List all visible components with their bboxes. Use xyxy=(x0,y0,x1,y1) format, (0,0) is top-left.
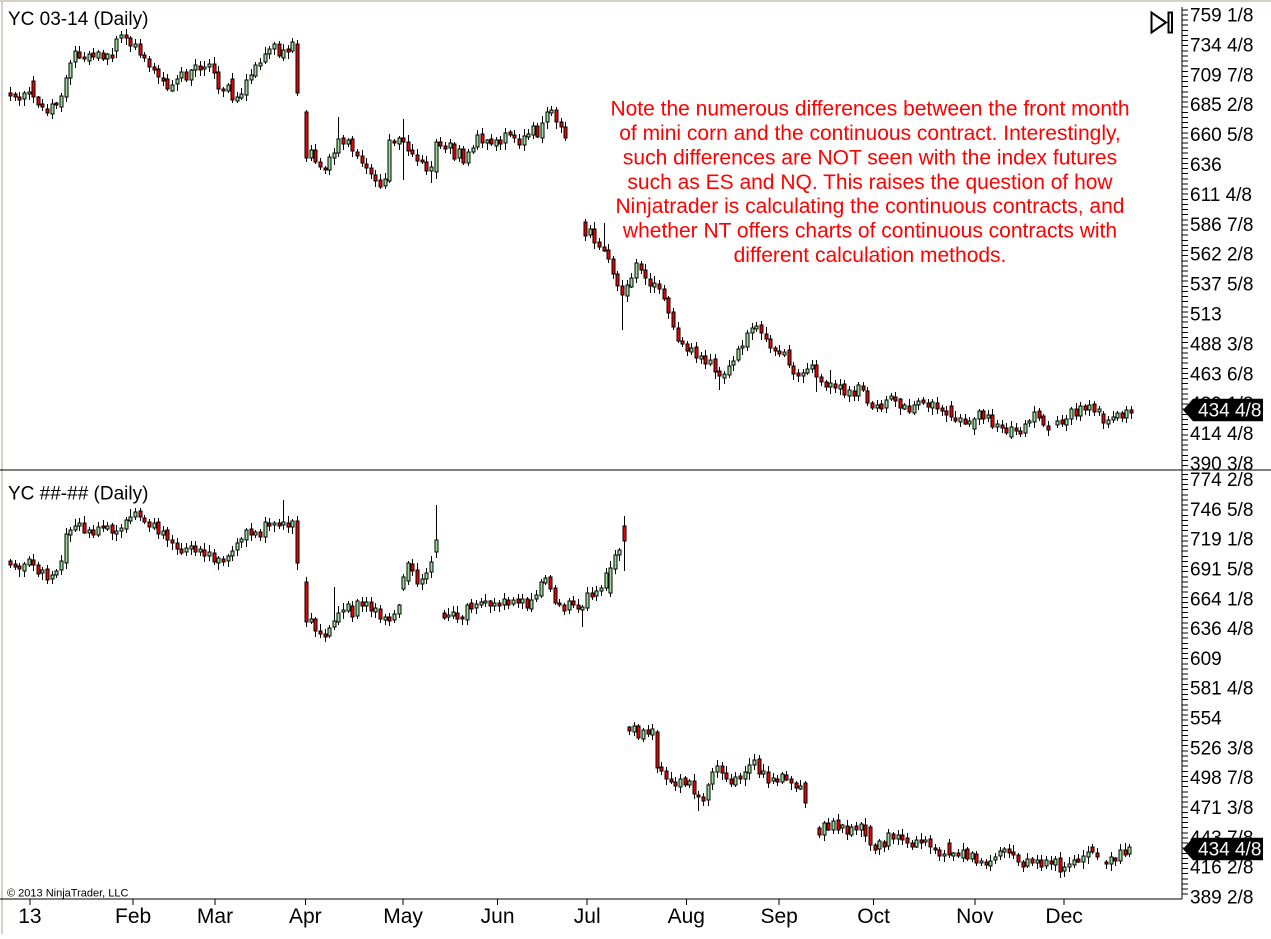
svg-text:such differences are NOT seen: such differences are NOT seen with the i… xyxy=(623,146,1117,169)
svg-text:Note the numerous differences: Note the numerous differences between th… xyxy=(610,98,1129,121)
svg-text:416 2/8: 416 2/8 xyxy=(1190,858,1253,879)
svg-text:Oct: Oct xyxy=(857,905,890,928)
svg-text:526 3/8: 526 3/8 xyxy=(1190,738,1253,759)
svg-text:719 1/8: 719 1/8 xyxy=(1190,530,1253,551)
svg-text:© 2013 NinjaTrader, LLC: © 2013 NinjaTrader, LLC xyxy=(7,888,128,900)
svg-text:Dec: Dec xyxy=(1045,905,1082,928)
svg-text:537 5/8: 537 5/8 xyxy=(1190,275,1253,296)
svg-text:685 2/8: 685 2/8 xyxy=(1190,95,1253,116)
svg-text:whether NT offers charts of co: whether NT offers charts of continuous c… xyxy=(622,220,1117,243)
svg-text:498 7/8: 498 7/8 xyxy=(1190,768,1253,789)
svg-text:389 2/8: 389 2/8 xyxy=(1190,888,1253,909)
svg-text:434 4/8: 434 4/8 xyxy=(1198,840,1261,861)
svg-text:Jul: Jul xyxy=(574,905,601,928)
svg-text:May: May xyxy=(383,905,423,928)
svg-text:such as ES and NQ. This raises: such as ES and NQ. This raises the quest… xyxy=(627,171,1113,194)
svg-text:636 4/8: 636 4/8 xyxy=(1190,619,1253,640)
svg-text:554: 554 xyxy=(1190,709,1222,730)
svg-text:434 4/8: 434 4/8 xyxy=(1198,401,1261,422)
svg-text:609: 609 xyxy=(1190,649,1222,670)
svg-text:of mini corn and the continuou: of mini corn and the continuous contract… xyxy=(619,122,1121,145)
svg-text:488 3/8: 488 3/8 xyxy=(1190,334,1253,355)
svg-text:581 4/8: 581 4/8 xyxy=(1190,679,1253,700)
svg-text:709 7/8: 709 7/8 xyxy=(1190,65,1253,86)
svg-text:Mar: Mar xyxy=(197,905,233,928)
svg-text:513: 513 xyxy=(1190,305,1222,326)
svg-text:Apr: Apr xyxy=(289,905,322,928)
svg-text:Aug: Aug xyxy=(668,905,705,928)
svg-text:463 6/8: 463 6/8 xyxy=(1190,364,1253,385)
svg-text:734 4/8: 734 4/8 xyxy=(1190,35,1253,56)
svg-text:13: 13 xyxy=(18,905,41,928)
svg-text:759 1/8: 759 1/8 xyxy=(1190,6,1253,27)
svg-text:Sep: Sep xyxy=(761,905,798,928)
svg-text:390 3/8: 390 3/8 xyxy=(1190,454,1253,475)
svg-text:471 3/8: 471 3/8 xyxy=(1190,798,1253,819)
svg-text:664 1/8: 664 1/8 xyxy=(1190,589,1253,610)
svg-text:586 7/8: 586 7/8 xyxy=(1190,215,1253,236)
svg-text:774 2/8: 774 2/8 xyxy=(1190,470,1253,491)
svg-text:691 5/8: 691 5/8 xyxy=(1190,560,1253,581)
svg-text:660 5/8: 660 5/8 xyxy=(1190,125,1253,146)
svg-text:562 2/8: 562 2/8 xyxy=(1190,245,1253,266)
svg-text:YC ##-## (Daily): YC ##-## (Daily) xyxy=(8,484,148,505)
svg-text:414 4/8: 414 4/8 xyxy=(1190,424,1253,445)
svg-text:611 4/8: 611 4/8 xyxy=(1190,185,1252,206)
svg-text:Jun: Jun xyxy=(481,905,515,928)
svg-text:Ninjatrader is calculating the: Ninjatrader is calculating the continuou… xyxy=(616,195,1125,218)
svg-text:different calculation methods.: different calculation methods. xyxy=(734,244,1007,267)
svg-text:746 5/8: 746 5/8 xyxy=(1190,500,1253,521)
svg-text:Feb: Feb xyxy=(115,905,151,928)
svg-text:YC 03-14 (Daily): YC 03-14 (Daily) xyxy=(8,9,148,30)
svg-text:636: 636 xyxy=(1190,155,1222,176)
svg-text:Nov: Nov xyxy=(956,905,994,928)
